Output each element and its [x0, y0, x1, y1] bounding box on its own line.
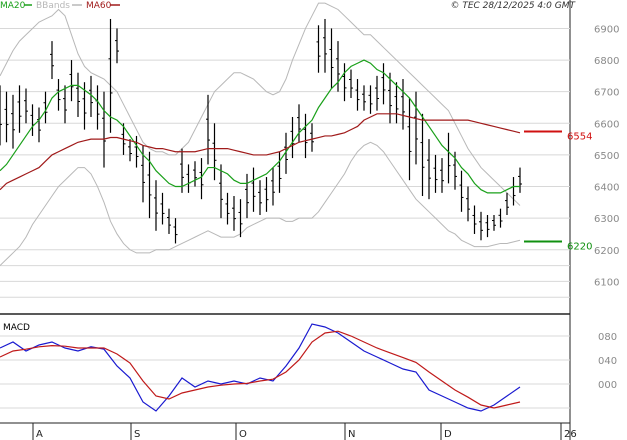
x-tick-label: O — [239, 429, 247, 440]
price-y-ticks: 6900 6800 6700 6600 6500 6400 6300 6200 6100 — [594, 24, 619, 288]
x-axis: A S O N D 26 — [32, 423, 577, 440]
source-label: © TEC 28/12/2025 4:0 GMT — [450, 1, 576, 11]
price-tick-label: 6700 — [594, 88, 619, 99]
price-tick-label: 6800 — [594, 56, 619, 67]
macd-tick-label: 000 — [598, 380, 617, 391]
price-panel — [0, 0, 570, 313]
bband-line — [0, 2, 521, 206]
price-tick-label: 6100 — [594, 277, 619, 288]
level-label: 6554 — [567, 132, 592, 143]
legend: MA20 BBands MA60 — [0, 1, 120, 11]
x-tick-label: A — [36, 429, 43, 440]
macd-line — [0, 323, 521, 412]
macd-tick-label: 080 — [598, 332, 617, 343]
level-tags: 6554 6220 — [524, 130, 592, 253]
legend-ma20: MA20 — [0, 1, 26, 11]
ma20-line — [0, 59, 520, 194]
macd-title: MACD — [3, 323, 30, 333]
price-tick-label: 6900 — [594, 24, 619, 35]
price-tick-label: 6600 — [594, 119, 619, 130]
legend-bbands: BBands — [36, 1, 70, 11]
x-tick-label: 26 — [564, 429, 577, 440]
signal-line — [0, 330, 521, 409]
x-tick-label: S — [134, 429, 140, 440]
macd-grid — [0, 335, 570, 409]
level-label: 6220 — [567, 242, 592, 253]
bollinger-bands — [0, 2, 521, 266]
moving-averages — [0, 59, 521, 194]
x-tick-label: N — [348, 429, 355, 440]
price-tick-label: 6300 — [594, 214, 619, 225]
macd-lines — [0, 323, 521, 412]
ma60-line — [0, 113, 521, 191]
x-tick-label: D — [444, 429, 452, 440]
price-tick-label: 6500 — [594, 151, 619, 162]
bband-line — [0, 141, 521, 266]
price-tick-label: 6200 — [594, 246, 619, 257]
macd-y-ticks: 080 040 000 — [598, 332, 617, 391]
macd-tick-label: 040 — [598, 356, 617, 367]
legend-ma60: MA60 — [86, 1, 112, 11]
price-tick-label: 6400 — [594, 183, 619, 194]
